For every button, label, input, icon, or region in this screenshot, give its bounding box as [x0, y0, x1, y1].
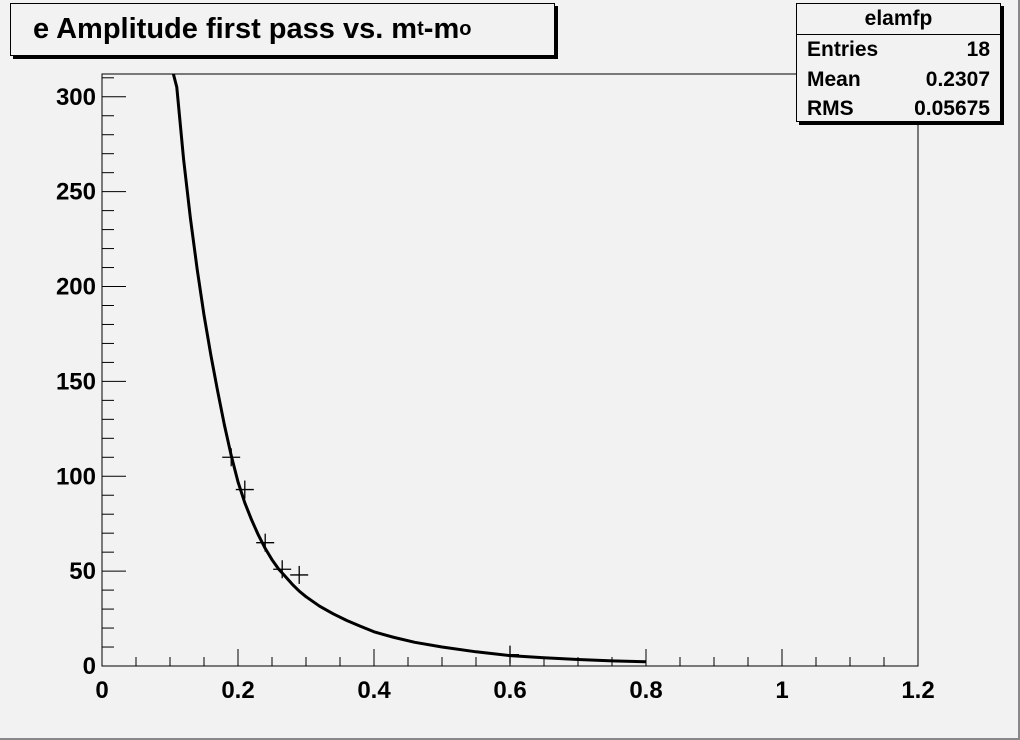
stats-row-rms: RMS 0.05675 — [797, 94, 1000, 124]
y-tick-label: 200 — [56, 274, 96, 301]
title-prefix: e Amplitude first pass vs. m — [33, 13, 418, 45]
data-point — [273, 560, 292, 579]
fit-curve — [171, 73, 647, 664]
chart-title: e Amplitude first pass vs. m t -m o — [10, 3, 555, 56]
x-tick-label: 0 — [95, 677, 108, 704]
y-tick-label: 100 — [56, 463, 96, 490]
stats-value: 0.05675 — [914, 97, 990, 120]
x-tick-label: 1 — [775, 677, 788, 704]
y-tick-label: 250 — [56, 179, 96, 206]
stats-label: Mean — [807, 67, 861, 91]
data-point — [235, 480, 254, 499]
stats-value: 18 — [966, 38, 990, 61]
plot-frame — [101, 73, 919, 667]
title-middle: -m — [423, 13, 460, 45]
title-subscript-o: o — [459, 18, 472, 40]
data-point — [290, 565, 309, 584]
data-point — [256, 533, 275, 552]
stats-row-entries: Entries 18 — [797, 35, 1000, 65]
y-tick-label: 300 — [56, 84, 96, 111]
y-tick-label: 0 — [83, 653, 96, 680]
x-tick-label: 0.4 — [357, 677, 391, 704]
x-tick-label: 1.2 — [901, 677, 934, 704]
title-subscript-t: t — [417, 18, 424, 40]
stats-row-mean: Mean 0.2307 — [797, 65, 1000, 95]
stats-name: elamfp — [797, 4, 1000, 35]
data-point — [222, 448, 241, 467]
y-tick-label: 50 — [69, 558, 96, 585]
x-tick-label: 0.8 — [629, 677, 662, 704]
stats-box: elamfp Entries 18 Mean 0.2307 RMS 0.0567… — [796, 3, 1001, 122]
stats-value: 0.2307 — [925, 67, 990, 91]
data-point — [501, 645, 519, 664]
y-tick-label: 150 — [56, 368, 96, 395]
stats-label: Entries — [807, 38, 879, 61]
x-tick-label: 0.6 — [493, 677, 526, 704]
axes: 0 0.2 0.4 0.6 0.8 1 1.2 0 50 100 150 200 250 300 — [56, 77, 935, 704]
stats-label: RMS — [807, 97, 854, 120]
data-markers — [222, 448, 519, 664]
x-tick-label: 0.2 — [221, 677, 254, 704]
